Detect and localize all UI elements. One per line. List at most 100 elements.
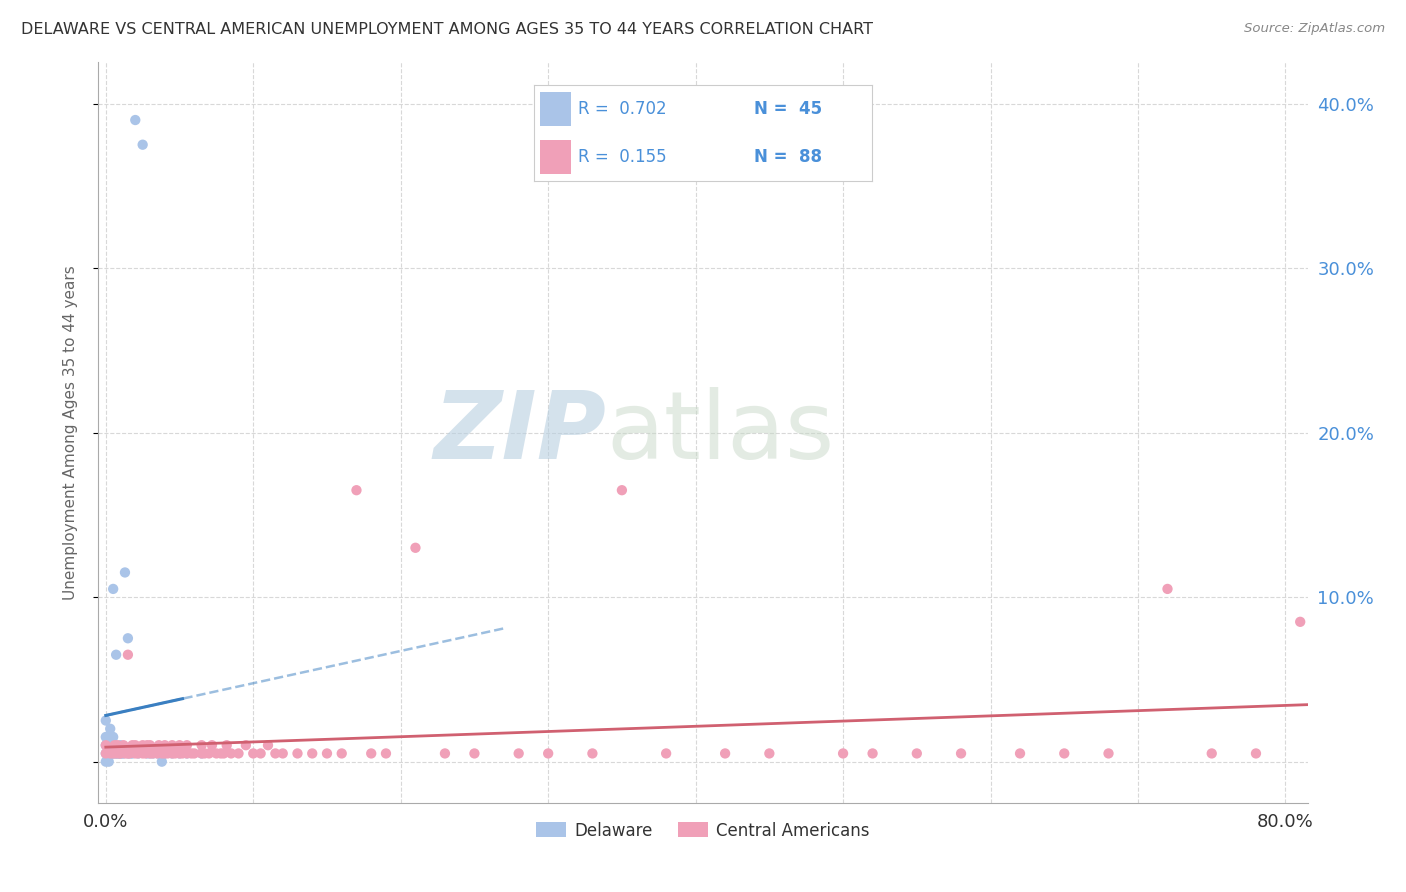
Point (169, 738, 191, 752)
Point (94, 755, 117, 769)
Point (169, 747, 191, 761)
Point (117, 648, 139, 662)
Point (655, 747, 678, 761)
Point (101, 730, 124, 744)
Point (271, 747, 294, 761)
Point (94, 738, 117, 752)
Point (190, 747, 212, 761)
Point (330, 747, 353, 761)
Point (201, 738, 224, 752)
Point (139, 747, 162, 761)
Point (136, 747, 159, 761)
Point (249, 747, 271, 761)
Point (165, 747, 187, 761)
Point (136, 738, 159, 752)
Point (131, 137, 153, 152)
Point (1097, 747, 1119, 761)
Text: DELAWARE VS CENTRAL AMERICAN UNEMPLOYMENT AMONG AGES 35 TO 44 YEARS CORRELATION : DELAWARE VS CENTRAL AMERICAN UNEMPLOYMEN… (21, 22, 873, 37)
Point (404, 541, 426, 555)
Point (139, 738, 162, 752)
Point (215, 738, 238, 752)
Point (176, 747, 198, 761)
Point (124, 113, 146, 128)
Point (104, 738, 127, 752)
Point (127, 747, 149, 761)
Point (94, 714, 117, 728)
Point (148, 738, 170, 752)
Text: atlas: atlas (606, 386, 835, 479)
Point (104, 738, 127, 752)
Point (101, 747, 124, 761)
Point (100, 747, 122, 761)
Point (105, 648, 128, 662)
Point (375, 747, 398, 761)
Point (110, 747, 132, 761)
Point (104, 747, 127, 761)
Point (433, 747, 456, 761)
Y-axis label: Unemployment Among Ages 35 to 44 years: Unemployment Among Ages 35 to 44 years (63, 265, 77, 600)
Point (107, 738, 129, 752)
Point (316, 747, 339, 761)
Point (1156, 582, 1178, 596)
Point (112, 738, 135, 752)
Point (94, 730, 117, 744)
Point (112, 747, 135, 761)
Point (508, 747, 530, 761)
Text: ZIP: ZIP (433, 386, 606, 479)
Point (101, 582, 124, 596)
Point (114, 566, 136, 580)
Point (117, 747, 139, 761)
Point (94, 738, 117, 752)
Point (1244, 747, 1267, 761)
Point (264, 747, 287, 761)
Point (153, 747, 176, 761)
Point (581, 747, 603, 761)
Point (150, 747, 173, 761)
Point (117, 632, 139, 646)
Point (124, 738, 146, 752)
Point (98, 738, 121, 752)
Point (190, 747, 212, 761)
Point (100, 738, 122, 752)
Point (235, 738, 257, 752)
Point (1289, 615, 1312, 629)
Point (219, 747, 242, 761)
Point (257, 738, 280, 752)
Point (143, 741, 166, 756)
Text: Source: ZipAtlas.com: Source: ZipAtlas.com (1244, 22, 1385, 36)
Point (98, 722, 121, 736)
Point (97, 755, 120, 769)
Point (142, 747, 165, 761)
Point (228, 747, 250, 761)
Point (360, 747, 382, 761)
Point (160, 747, 183, 761)
Point (157, 741, 180, 756)
Point (1008, 747, 1031, 761)
Point (905, 747, 928, 761)
Point (117, 747, 139, 761)
Point (242, 747, 264, 761)
Point (121, 738, 143, 752)
Point (169, 747, 191, 761)
Point (180, 747, 202, 761)
Point (118, 747, 141, 761)
Point (105, 747, 128, 761)
Point (135, 747, 157, 761)
Legend: Delaware, Central Americans: Delaware, Central Americans (530, 815, 876, 847)
Point (212, 747, 235, 761)
Point (156, 747, 179, 761)
Point (97, 747, 120, 761)
Point (862, 747, 884, 761)
Point (98, 747, 121, 761)
Point (110, 738, 132, 752)
Point (124, 747, 146, 761)
Point (120, 747, 142, 761)
Point (758, 747, 780, 761)
Point (150, 755, 173, 769)
Point (114, 747, 136, 761)
Point (146, 747, 169, 761)
Point (198, 747, 221, 761)
Point (98, 747, 121, 761)
Point (1201, 747, 1223, 761)
Point (209, 747, 232, 761)
